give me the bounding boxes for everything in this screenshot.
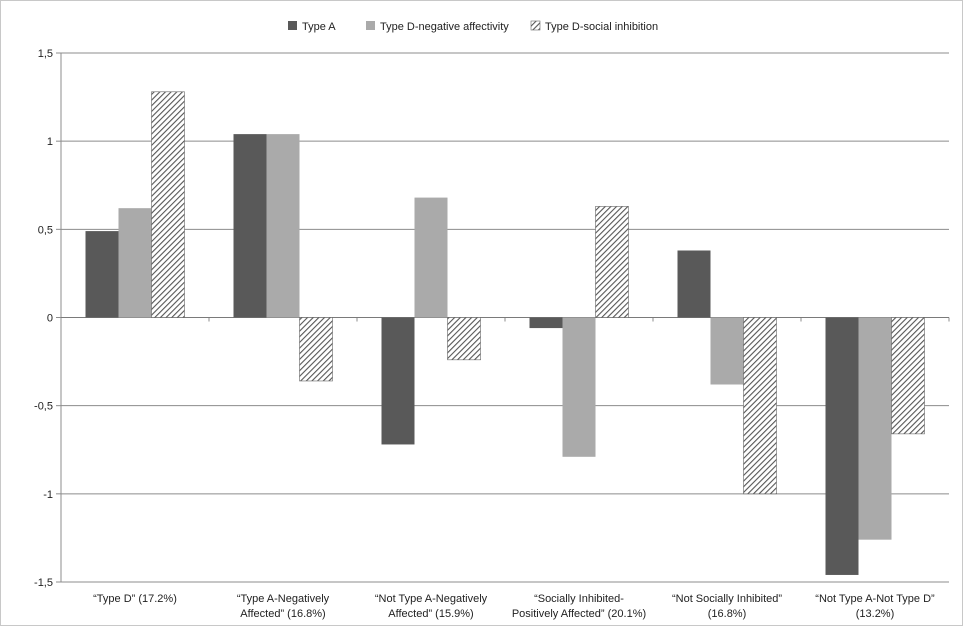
bar-type-d-social-inhibition — [743, 317, 777, 495]
bar-type-a — [381, 317, 415, 445]
label-layer: 1,5 1 0,5 0 -0,5 -1 -1,5 “Type D” (17.2%) “Type … — [34, 48, 935, 620]
category-label: “Type D” (17.2%) — [93, 593, 177, 605]
category-label-line: “Type A-Negatively — [237, 593, 330, 605]
bar-type-d-negative-affectivity — [858, 317, 892, 540]
legend-label: Type A — [302, 21, 336, 33]
bar-type-a — [677, 250, 711, 318]
category-label-line: “Not Type A-Not Type D” — [815, 593, 935, 605]
category-label: “Not Type A-Negatively Affected” (15.9%) — [375, 593, 488, 620]
category-label-line: (13.2%) — [856, 608, 895, 620]
category-label-line: Positively Affected” (20.1%) — [512, 608, 646, 620]
category-label-line: (16.8%) — [708, 608, 747, 620]
y-tick-label: -1 — [43, 489, 53, 501]
legend-swatch-type-a — [288, 21, 297, 30]
category-label-line: Affected” (15.9%) — [388, 608, 473, 620]
category-label-line: “Not Socially Inhibited” — [672, 593, 782, 605]
category-label: “Type A-Negatively Affected” (16.8%) — [237, 593, 330, 620]
bar-type-d-negative-affectivity — [562, 317, 596, 457]
y-tick-label: 0,5 — [38, 224, 53, 236]
y-tick-label: 1,5 — [38, 48, 53, 60]
bar-type-d-social-inhibition — [151, 91, 185, 318]
category-label-line: “Socially Inhibited- — [534, 593, 624, 605]
category-label: “Not Type A-Not Type D” (13.2%) — [815, 593, 935, 620]
y-tick-label: 1 — [47, 136, 53, 148]
y-tick-label: 0 — [47, 313, 53, 325]
bar-type-d-negative-affectivity — [118, 208, 152, 318]
category-label-line: “Not Type A-Negatively — [375, 593, 488, 605]
bar-type-d-social-inhibition — [447, 317, 481, 361]
category-label: “Not Socially Inhibited” (16.8%) — [672, 593, 782, 620]
legend-label: Type D-social inhibition — [545, 21, 658, 33]
bar-type-d-negative-affectivity — [266, 134, 300, 318]
bar-type-a — [529, 317, 563, 329]
bar-type-d-social-inhibition — [595, 206, 629, 318]
y-tick-label: -1,5 — [34, 577, 53, 589]
axis-layer — [56, 52, 950, 583]
bar-type-a — [85, 231, 119, 318]
legend: Type A Type D-negative affectivity Type D-… — [288, 20, 658, 33]
bar-type-a — [825, 317, 859, 575]
category-label-line: Affected” (16.8%) — [240, 608, 325, 620]
bar-type-a — [233, 134, 267, 318]
category-label: “Socially Inhibited- Positively Affected”… — [512, 593, 646, 620]
legend-label: Type D-negative affectivity — [380, 21, 509, 33]
bar-type-d-negative-affectivity — [710, 317, 744, 385]
y-tick-label: -0,5 — [34, 401, 53, 413]
bar-type-d-negative-affectivity — [414, 197, 448, 318]
legend-swatch-type-d-negative-affectivity — [366, 21, 375, 30]
legend-swatch-type-d-social-inhibition — [530, 20, 541, 31]
bar-type-d-social-inhibition — [891, 317, 925, 435]
bar-type-d-social-inhibition — [299, 317, 333, 382]
category-label-line: “Type D” (17.2%) — [93, 593, 177, 605]
bar-layer — [85, 91, 925, 575]
